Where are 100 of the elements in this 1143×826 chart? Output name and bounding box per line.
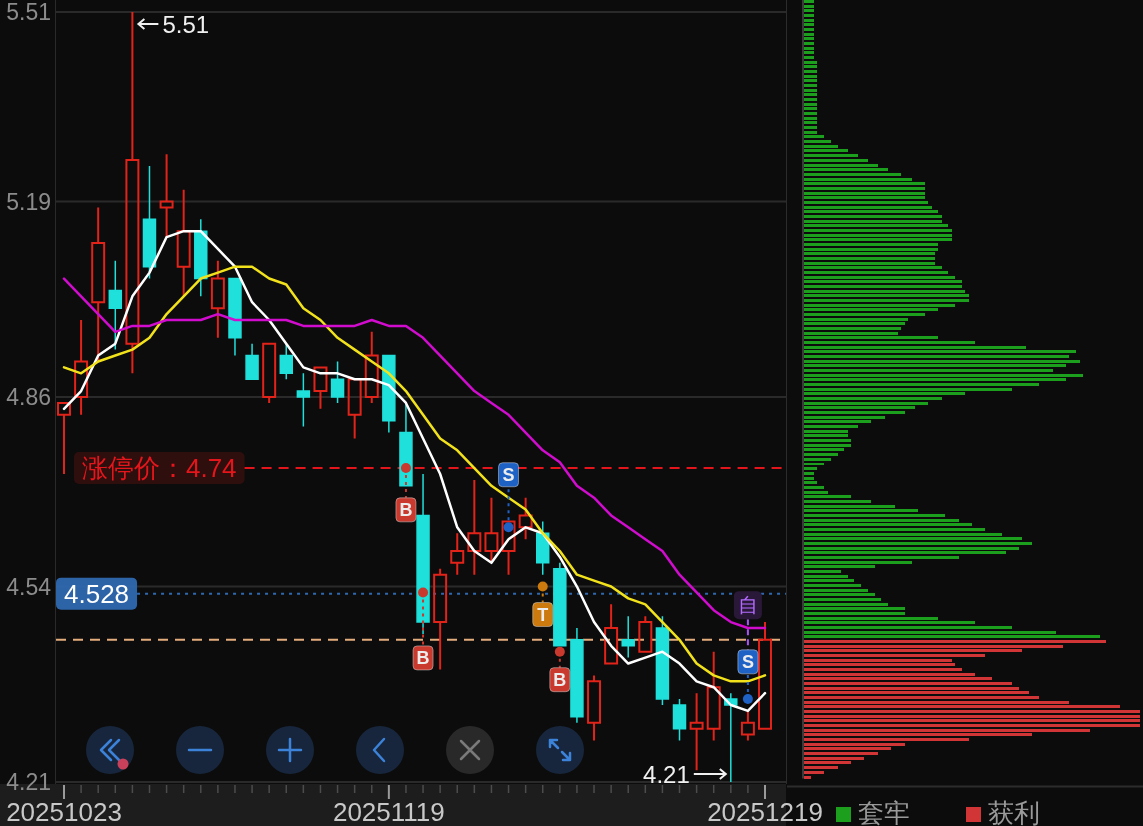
bar	[804, 252, 936, 256]
bar	[804, 46, 815, 50]
y-tick-label: 5.19	[6, 188, 51, 215]
bar	[804, 224, 949, 228]
bar	[804, 0, 815, 3]
bar	[804, 266, 942, 270]
bar	[804, 359, 1080, 363]
bar	[804, 228, 952, 232]
bar	[804, 569, 841, 573]
bar	[804, 457, 831, 461]
data-label: T	[537, 605, 549, 626]
bar	[804, 691, 1030, 695]
bar	[804, 509, 919, 513]
bar	[804, 102, 818, 106]
bar	[804, 467, 818, 471]
bar	[804, 481, 818, 485]
bar	[804, 719, 1140, 723]
bar	[804, 18, 815, 22]
bar	[804, 303, 956, 307]
line-series	[62, 277, 767, 630]
bar	[804, 51, 815, 55]
candlestick	[655, 615, 670, 706]
bar	[804, 233, 952, 237]
bar	[804, 387, 1013, 391]
point	[537, 581, 548, 592]
bar	[804, 654, 986, 658]
candlestick	[621, 615, 635, 659]
bar	[804, 766, 838, 770]
bar	[804, 84, 818, 88]
bar	[804, 607, 905, 611]
bar	[804, 425, 858, 429]
bar	[804, 612, 905, 615]
bar	[804, 434, 848, 438]
point	[554, 646, 565, 657]
bar	[804, 56, 815, 60]
bar	[804, 663, 956, 667]
candlestick	[689, 692, 704, 772]
bar	[804, 182, 925, 186]
point	[742, 694, 753, 705]
bar	[804, 298, 969, 302]
bar	[804, 724, 1140, 728]
candlestick	[672, 698, 687, 742]
bar	[804, 158, 868, 162]
bar	[804, 140, 831, 144]
bar	[804, 677, 993, 681]
candlestick	[91, 206, 106, 363]
bar	[804, 560, 912, 564]
bar	[804, 415, 885, 419]
bar	[804, 9, 815, 13]
candlestick	[228, 277, 242, 357]
candlestick	[296, 372, 311, 428]
candlestick	[330, 360, 345, 404]
bar	[804, 191, 925, 195]
bar	[804, 37, 815, 41]
bar	[804, 60, 818, 64]
point	[400, 463, 411, 474]
bar	[804, 149, 848, 153]
bar	[804, 429, 848, 433]
bar	[804, 439, 852, 443]
bar	[804, 401, 929, 405]
y-tick-label: 5.51	[6, 0, 51, 26]
bar	[804, 14, 815, 18]
bar	[804, 453, 838, 457]
candlestick	[724, 692, 738, 783]
bar	[804, 485, 825, 489]
bar	[804, 696, 1040, 700]
bar	[804, 537, 1023, 541]
candlestick	[210, 259, 225, 339]
bar	[804, 210, 939, 214]
candlestick	[262, 342, 277, 404]
bar	[804, 280, 962, 284]
candlestick	[604, 603, 619, 665]
bar	[804, 126, 818, 130]
candlestick	[142, 165, 157, 280]
candlestick	[57, 401, 71, 475]
y-tick-label: 4.54	[6, 573, 52, 600]
bar	[804, 373, 1083, 377]
bar	[804, 355, 1070, 359]
point	[418, 587, 429, 598]
bar	[804, 196, 925, 200]
bar	[804, 644, 1063, 648]
x-tick-label: 20251219	[707, 797, 823, 826]
bar	[804, 756, 865, 760]
annotation: 4.21	[643, 760, 690, 788]
data-label: S	[741, 652, 754, 673]
bar	[804, 322, 905, 326]
bar	[804, 28, 815, 32]
bar	[804, 752, 878, 756]
bar	[804, 284, 962, 288]
bar	[804, 369, 1053, 373]
bar	[804, 593, 875, 597]
bar	[804, 682, 1013, 686]
bar	[804, 579, 855, 583]
y-tick-label: 4.21	[6, 769, 51, 796]
candlestick	[467, 478, 482, 576]
bar	[804, 714, 1140, 718]
bar	[804, 107, 818, 111]
bar	[804, 327, 902, 331]
x-tick-label: 20251023	[6, 797, 122, 826]
candlestick	[518, 496, 533, 541]
